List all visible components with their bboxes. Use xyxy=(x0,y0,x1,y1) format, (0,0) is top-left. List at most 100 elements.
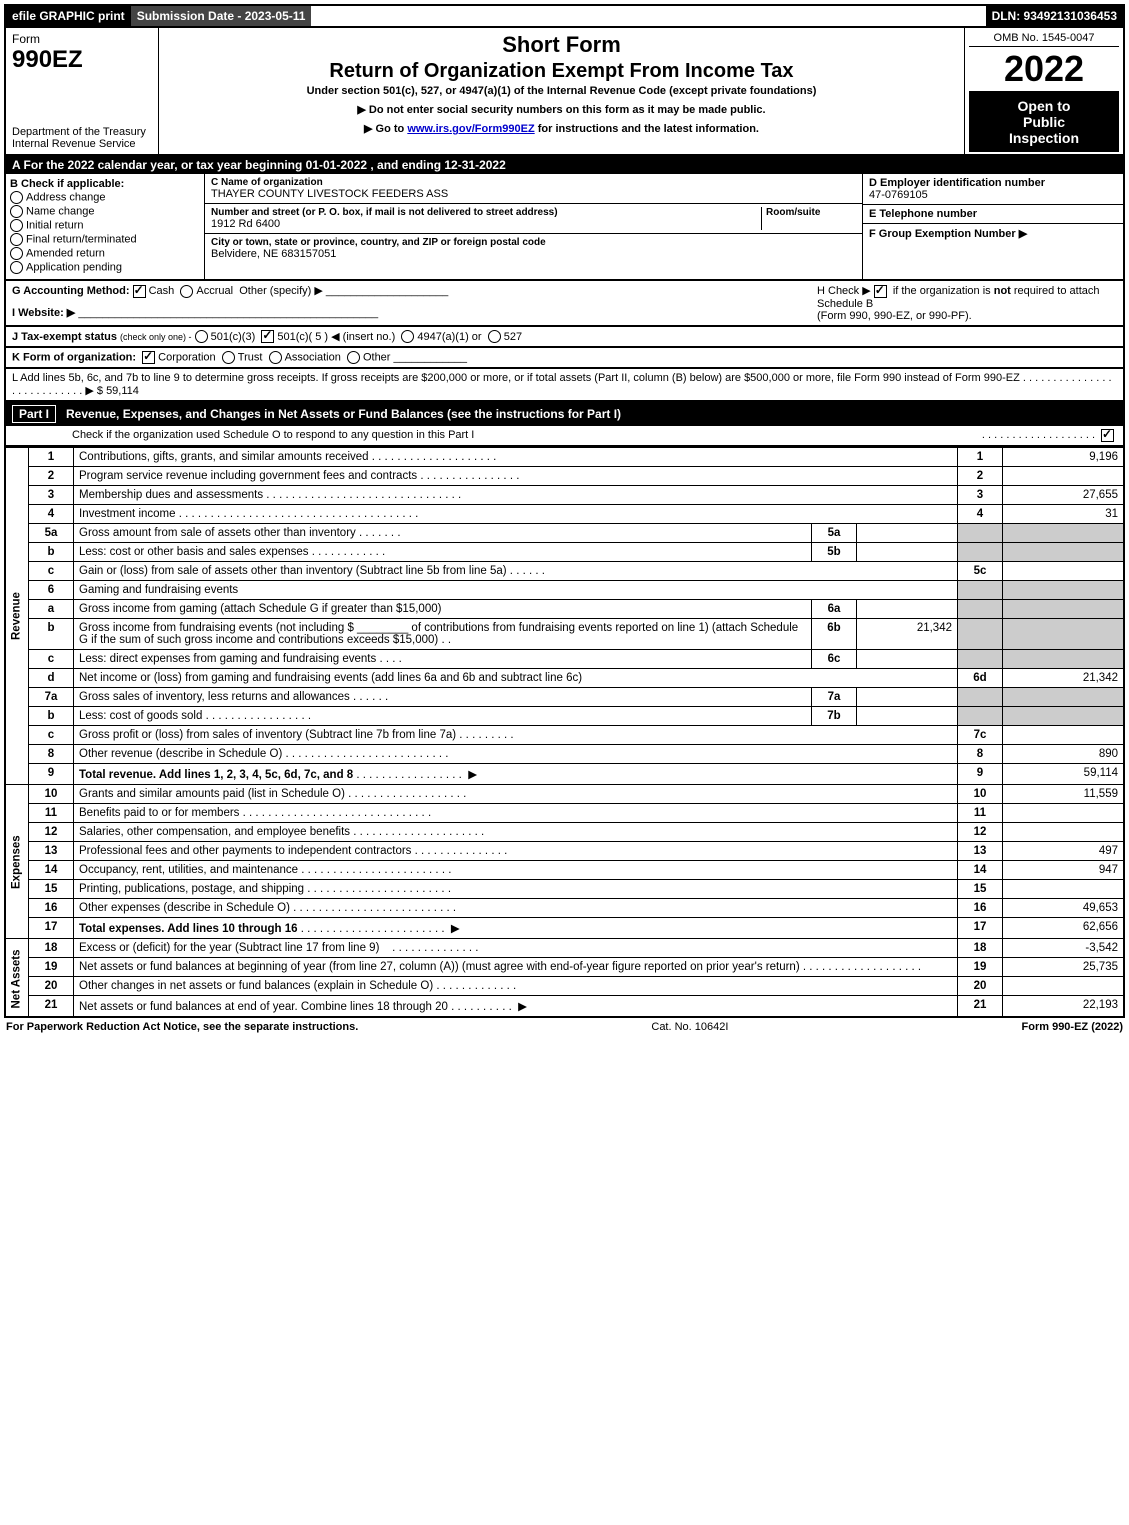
irs-link[interactable]: www.irs.gov/Form990EZ xyxy=(407,123,534,135)
header-right: OMB No. 1545-0047 2022 Open to Public In… xyxy=(964,28,1123,154)
l5a-shade1 xyxy=(958,524,1003,543)
l10-rnum: 10 xyxy=(958,785,1003,804)
chk-final-return[interactable]: Final return/terminated xyxy=(10,233,200,246)
line-7c: cGross profit or (loss) from sales of in… xyxy=(5,726,1124,745)
l6c-shade1 xyxy=(958,650,1003,669)
form-number: 990EZ xyxy=(12,46,152,74)
footer-left: For Paperwork Reduction Act Notice, see … xyxy=(6,1021,358,1033)
chk-association[interactable] xyxy=(269,351,282,364)
l5c-rnum: 5c xyxy=(958,562,1003,581)
l6a-num: a xyxy=(29,600,74,619)
l6d-amt: 21,342 xyxy=(1003,669,1125,688)
g-label: G Accounting Method: xyxy=(12,285,130,297)
l-amount: 59,114 xyxy=(106,385,139,397)
line-16: 16Other expenses (describe in Schedule O… xyxy=(5,899,1124,918)
chk-address-change[interactable]: Address change xyxy=(10,191,200,204)
chk-accrual[interactable] xyxy=(180,285,193,298)
chk-init-label: Initial return xyxy=(26,219,83,231)
chk-other-org[interactable] xyxy=(347,351,360,364)
chk-cash[interactable] xyxy=(133,285,146,298)
chk-address-label: Address change xyxy=(26,191,106,203)
chk-501c3[interactable] xyxy=(195,330,208,343)
l6b-num: b xyxy=(29,619,74,650)
section-c-org-info: C Name of organization THAYER COUNTY LIV… xyxy=(205,174,863,279)
part-i-label: Part I xyxy=(12,405,56,423)
line-1: Revenue 1 Contributions, gifts, grants, … xyxy=(5,448,1124,467)
header-center: Short Form Return of Organization Exempt… xyxy=(159,28,964,154)
h-text2: if the organization is xyxy=(890,285,994,297)
l6-shade1 xyxy=(958,581,1003,600)
chk-corporation[interactable] xyxy=(142,351,155,364)
l7c-num: c xyxy=(29,726,74,745)
l13-amt: 497 xyxy=(1003,842,1125,861)
l7b-num: b xyxy=(29,707,74,726)
chk-schedule-b[interactable] xyxy=(874,285,887,298)
j-o2: 501(c)( 5 ) ◀ (insert no.) xyxy=(277,331,395,343)
footer-right: Form 990-EZ (2022) xyxy=(1022,1021,1123,1033)
chk-4947[interactable] xyxy=(401,330,414,343)
l7a-num: 7a xyxy=(29,688,74,707)
l11-rnum: 11 xyxy=(958,804,1003,823)
l7a-shade1 xyxy=(958,688,1003,707)
l7b-shade2 xyxy=(1003,707,1125,726)
netassets-section-label: Net Assets xyxy=(5,939,29,1018)
l6b-shade2 xyxy=(1003,619,1125,650)
part-i-table: Revenue 1 Contributions, gifts, grants, … xyxy=(4,447,1125,1018)
l6-desc: Gaming and fundraising events xyxy=(74,581,958,600)
part-i-check-text: Check if the organization used Schedule … xyxy=(12,429,982,442)
l21-amt: 22,193 xyxy=(1003,996,1125,1018)
line-21: 21Net assets or fund balances at end of … xyxy=(5,996,1124,1018)
l19-desc: Net assets or fund balances at beginning… xyxy=(79,961,800,973)
l6d-desc: Net income or (loss) from gaming and fun… xyxy=(79,672,582,684)
c-name-label: C Name of organization xyxy=(211,177,856,188)
block-k-form-org: K Form of organization: Corporation Trus… xyxy=(4,348,1125,369)
instr2-post: for instructions and the latest informat… xyxy=(535,123,759,135)
line-20: 20Other changes in net assets or fund ba… xyxy=(5,977,1124,996)
l6b-sa: 21,342 xyxy=(857,619,958,650)
line-3: 3Membership dues and assessments . . . .… xyxy=(5,486,1124,505)
l-text: L Add lines 5b, 6c, and 7b to line 9 to … xyxy=(12,372,1020,384)
open-line2: Public xyxy=(1023,114,1065,130)
subtitle: Under section 501(c), 527, or 4947(a)(1)… xyxy=(167,85,956,97)
line-10: Expenses 10Grants and similar amounts pa… xyxy=(5,785,1124,804)
chk-schedule-o[interactable] xyxy=(1101,429,1114,442)
chk-amended-return[interactable]: Amended return xyxy=(10,247,200,260)
k-corp: Corporation xyxy=(158,352,215,364)
page-footer: For Paperwork Reduction Act Notice, see … xyxy=(4,1018,1125,1033)
chk-initial-return[interactable]: Initial return xyxy=(10,219,200,232)
chk-527[interactable] xyxy=(488,330,501,343)
l11-num: 11 xyxy=(29,804,74,823)
l3-rnum: 3 xyxy=(958,486,1003,505)
h-text4: (Form 990, 990-EZ, or 990-PF). xyxy=(817,310,972,322)
l6a-shade1 xyxy=(958,600,1003,619)
l6c-num: c xyxy=(29,650,74,669)
l18-num: 18 xyxy=(29,939,74,958)
chk-application-pending[interactable]: Application pending xyxy=(10,261,200,274)
l7c-amt xyxy=(1003,726,1125,745)
efile-label[interactable]: efile GRAPHIC print xyxy=(6,6,131,26)
line-7a: 7aGross sales of inventory, less returns… xyxy=(5,688,1124,707)
chk-name-change[interactable]: Name change xyxy=(10,205,200,218)
l19-amt: 25,735 xyxy=(1003,958,1125,977)
l16-desc: Other expenses (describe in Schedule O) xyxy=(79,902,290,914)
chk-trust[interactable] xyxy=(222,351,235,364)
l1-desc: Contributions, gifts, grants, and simila… xyxy=(79,451,369,463)
i-label: I Website: ▶ xyxy=(12,307,75,319)
instruction-no-ssn: ▶ Do not enter social security numbers o… xyxy=(167,103,956,116)
l14-rnum: 14 xyxy=(958,861,1003,880)
l5b-sn: 5b xyxy=(812,543,857,562)
chk-501c[interactable] xyxy=(261,330,274,343)
l12-amt xyxy=(1003,823,1125,842)
l15-amt xyxy=(1003,880,1125,899)
l18-rnum: 18 xyxy=(958,939,1003,958)
l11-amt xyxy=(1003,804,1125,823)
l6b-desc1: Gross income from fundraising events (no… xyxy=(79,622,354,634)
l14-desc: Occupancy, rent, utilities, and maintena… xyxy=(79,864,298,876)
l2-rnum: 2 xyxy=(958,467,1003,486)
l5c-num: c xyxy=(29,562,74,581)
l7b-sa xyxy=(857,707,958,726)
f-label: F Group Exemption Number ▶ xyxy=(869,227,1117,240)
k-trust: Trust xyxy=(238,352,263,364)
submission-date: Submission Date - 2023-05-11 xyxy=(131,6,312,26)
l17-amt: 62,656 xyxy=(1003,918,1125,939)
